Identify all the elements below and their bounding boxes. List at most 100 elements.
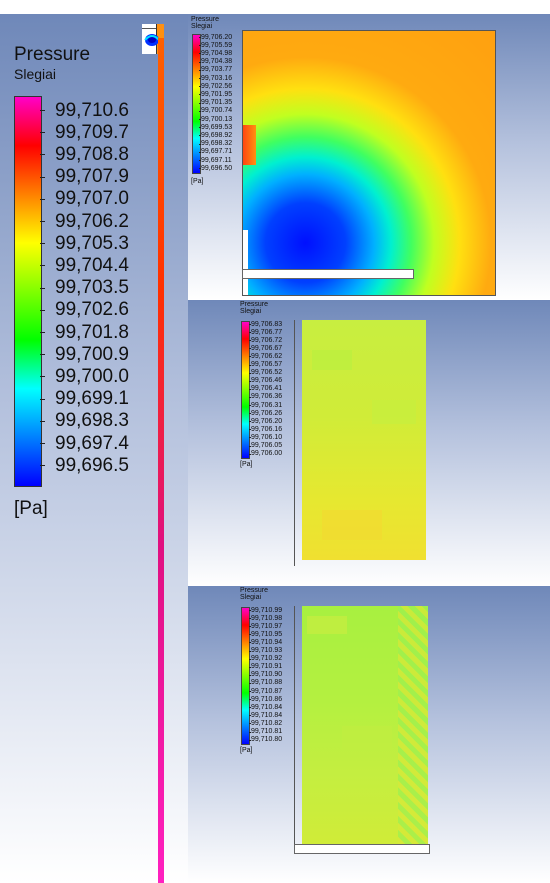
legend-tick <box>249 674 251 676</box>
legend-value-label: 99,709.7 <box>55 121 129 143</box>
legend-value-label: 99,697.71 <box>201 148 233 156</box>
middle-detail-panel: Pressure Slegiai 99,706.83 99,706.77 99,70… <box>188 300 550 586</box>
top-legend-color-bar <box>192 34 201 174</box>
legend-tick <box>40 110 45 111</box>
bot-legend-subtitle: Slegiai <box>240 594 262 601</box>
top-left-wall-gap <box>242 230 248 296</box>
full-domain-panel: Pressure Slegiai 99,710.6 99,709.7 99,708.… <box>0 14 188 883</box>
legend-tick <box>249 324 251 325</box>
top-pressure-field <box>242 30 496 296</box>
legend-tick <box>40 287 45 289</box>
legend-tick <box>199 160 201 161</box>
legend-title: Pressure <box>14 44 91 65</box>
legend-tick <box>40 465 45 467</box>
mid-legend-color-bar <box>241 321 250 459</box>
legend-tick <box>249 437 251 439</box>
legend-value-label: 99,701.8 <box>55 321 129 343</box>
legend-tick <box>249 715 251 717</box>
legend-tick <box>249 364 251 366</box>
legend-value-label: 99,710.81 <box>251 728 283 735</box>
legend-tick <box>40 354 45 356</box>
bot-floor-plate <box>294 844 430 854</box>
legend-value-label: 99,706.00 <box>251 450 283 458</box>
legend-tick <box>249 388 251 390</box>
legend-tick <box>199 78 201 79</box>
bot-field-patch <box>342 726 392 750</box>
legend-value-label: 99,706.52 <box>251 369 283 377</box>
legend-tick <box>199 135 201 137</box>
mid-field-patch <box>312 350 352 370</box>
bottom-detail-panel: Pressure Slegiai 99,710.99 99,710.98 99,71… <box>188 586 550 883</box>
legend-value-label: 99,710.91 <box>251 663 283 671</box>
legend-value-label: 99,706.10 <box>251 433 283 441</box>
legend-value-label: 99,706.16 <box>251 425 283 433</box>
legend-tick <box>199 110 201 112</box>
legend-value-label: 99,706.46 <box>251 377 283 385</box>
legend-value-label: 99,707.0 <box>55 188 129 210</box>
legend-value-label: 99,707.9 <box>55 166 129 188</box>
legend-tick <box>199 45 201 47</box>
legend-value-label: 99,703.77 <box>201 66 233 74</box>
legend-tick <box>40 332 45 333</box>
legend-value-label: 99,697.11 <box>201 156 232 164</box>
legend-value-label: 99,710.92 <box>251 655 283 663</box>
legend-tick <box>249 707 251 709</box>
legend-value-label: 99,710.99 <box>251 606 283 614</box>
bot-field-noise <box>398 606 428 844</box>
legend-tick <box>249 666 251 668</box>
legend-value-label: 99,710.82 <box>251 719 283 727</box>
legend-value-label: 99,710.6 <box>55 99 129 121</box>
legend-tick <box>40 309 45 311</box>
legend-value-label: 99,704.98 <box>201 49 233 57</box>
legend-tick <box>249 356 251 358</box>
legend-value-label: 99,700.9 <box>55 343 129 365</box>
legend-tick <box>199 37 201 38</box>
bot-left-wall <box>294 606 295 852</box>
legend-tick <box>199 127 201 129</box>
legend-value-label: 99,706.62 <box>251 352 283 360</box>
legend-tick <box>249 380 251 382</box>
legend-tick <box>199 119 201 120</box>
legend-unit: [Pa] <box>14 498 48 519</box>
legend-value-label: 99,701.35 <box>201 99 233 107</box>
top-legend-unit: [Pa] <box>191 178 204 185</box>
legend-value-label: 99,710.87 <box>251 687 283 695</box>
legend-tick <box>249 348 251 350</box>
legend-value-label: 99,704.4 <box>55 254 129 276</box>
legend-value-label: 99,706.20 <box>201 33 233 41</box>
legend-value-label: 99,706.41 <box>251 385 283 393</box>
legend-tick <box>249 731 251 733</box>
legend-value-label: 99,701.95 <box>201 90 233 98</box>
legend-tick <box>199 69 201 71</box>
legend-value-label: 99,698.3 <box>55 410 129 432</box>
legend-value-label: 99,710.97 <box>251 622 283 630</box>
legend-subtitle: Slegiai <box>14 66 57 82</box>
legend-tick <box>199 61 201 63</box>
legend-color-bar <box>14 96 42 487</box>
legend-tick <box>40 154 45 156</box>
legend-value-label: 99,706.72 <box>251 336 283 344</box>
legend-value-label: 99,702.56 <box>201 82 233 90</box>
legend-tick <box>249 634 251 636</box>
legend-tick <box>249 340 251 342</box>
bot-field-patch <box>307 616 347 634</box>
legend-tick <box>40 376 45 378</box>
legend-tick <box>249 413 251 415</box>
legend-tick <box>249 421 251 423</box>
legend-value-label: 99,706.83 <box>251 320 283 328</box>
mid-field-patch <box>372 400 416 424</box>
pipe-column <box>158 38 164 883</box>
legend-value-label: 99,698.92 <box>201 131 233 139</box>
legend-tick <box>249 610 251 611</box>
legend-value-label: 99,700.74 <box>201 107 233 115</box>
legend-value-label: 99,703.5 <box>55 277 129 299</box>
legend-tick <box>199 102 201 104</box>
legend-value-label: 99,706.20 <box>251 417 283 425</box>
top-legend-subtitle: Slegiai <box>191 23 213 30</box>
legend-tick <box>249 739 251 741</box>
legend-tick <box>249 453 251 455</box>
legend-tick <box>199 151 201 153</box>
legend-tick <box>249 691 251 692</box>
top-inlet-high-zone <box>242 125 256 165</box>
mid-field-patch <box>322 510 382 540</box>
